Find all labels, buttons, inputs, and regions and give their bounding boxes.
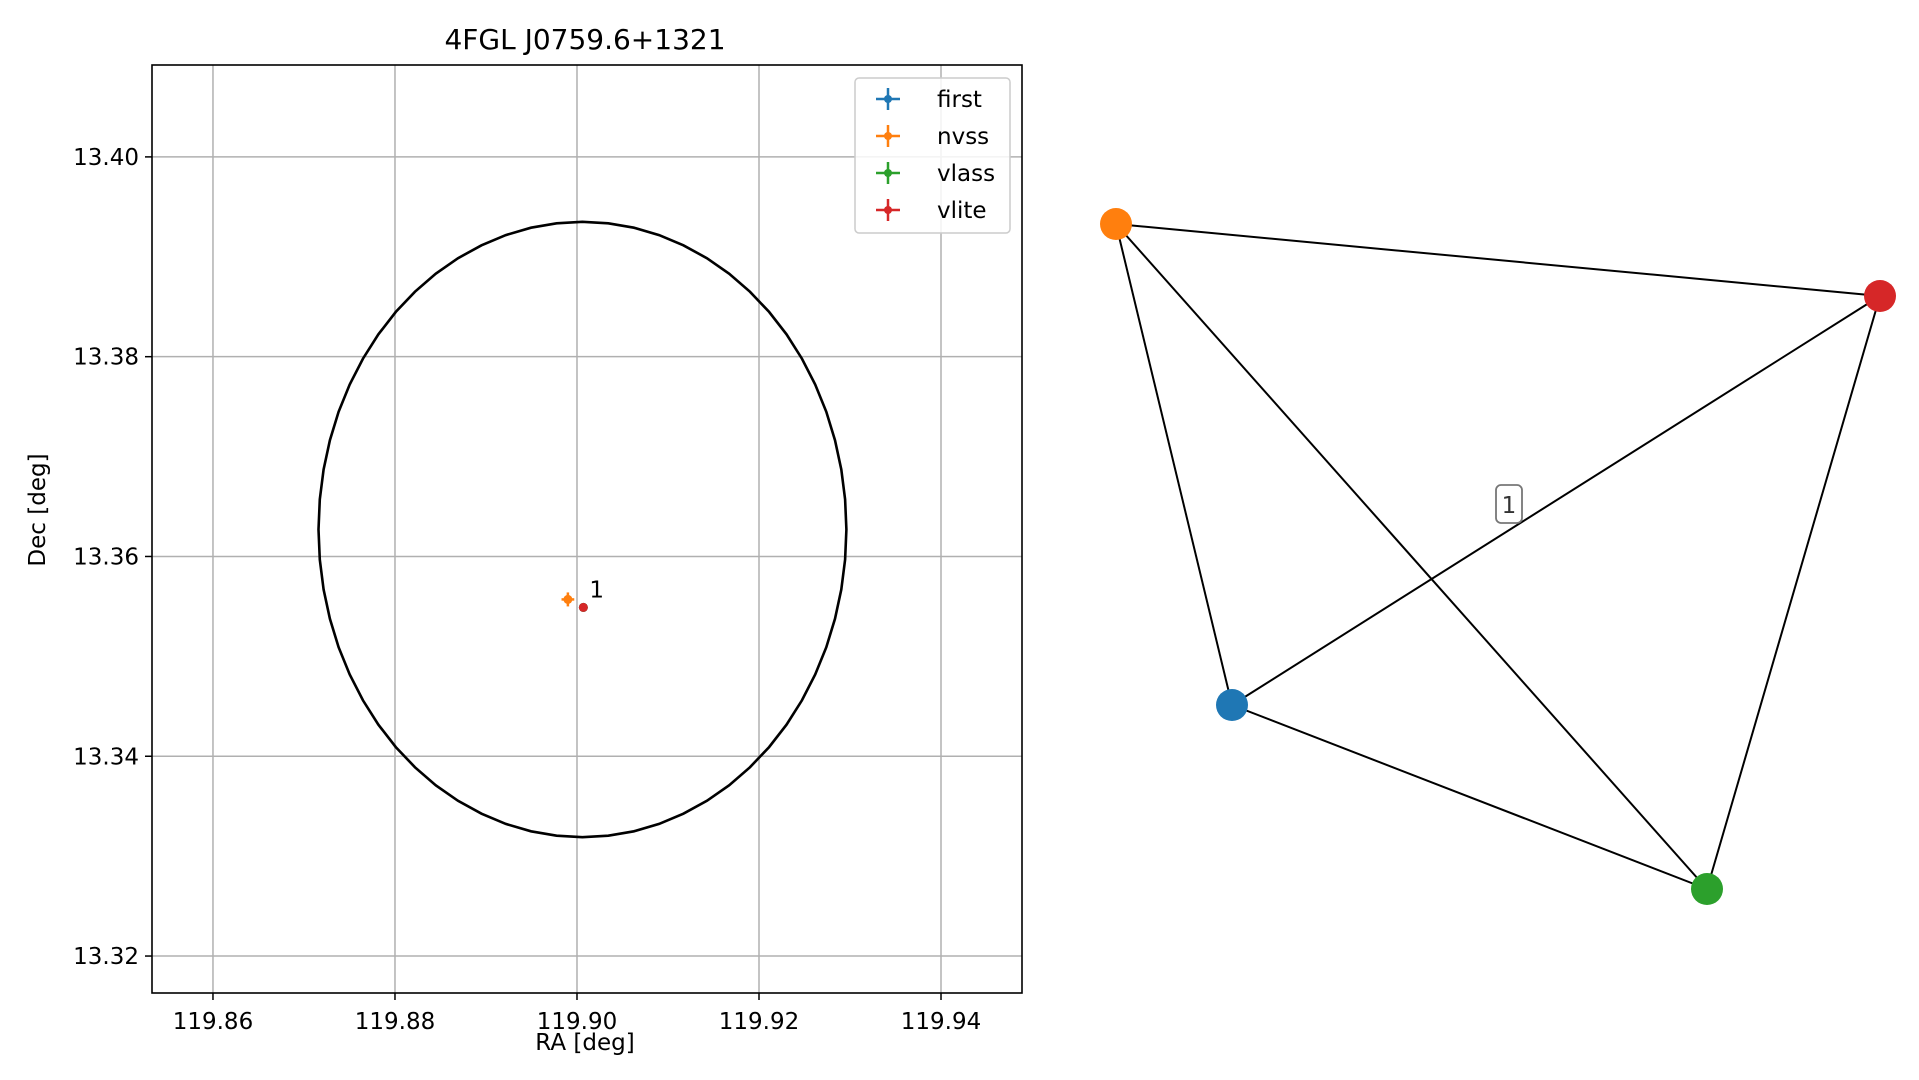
legend-marker-vlite — [884, 206, 892, 214]
nvss-point — [563, 594, 573, 604]
y-tick-label: 13.36 — [73, 544, 139, 570]
legend-label-first: first — [937, 87, 982, 113]
sky-position-plot: 4FGL J0759.6+1321 1 119.86 119.88 119.90 11… — [25, 23, 1023, 1056]
node-first — [1216, 689, 1248, 721]
x-tick-label: 119.86 — [173, 1009, 253, 1035]
legend-marker-vlass — [884, 169, 892, 177]
legend-label-vlass: vlass — [937, 161, 995, 187]
chart-title: 4FGL J0759.6+1321 — [444, 23, 725, 56]
network-graph: 1 — [1100, 208, 1896, 905]
edge-first-vlass — [1231, 704, 1708, 890]
edges — [1115, 223, 1881, 890]
legend-marker-nvss — [884, 132, 892, 140]
nodes — [1100, 208, 1896, 905]
uncertainty-ellipse — [317, 220, 848, 839]
y-axis-label: Dec [deg] — [25, 453, 51, 566]
edge-label-box — [1495, 484, 1523, 524]
axes: 119.86 119.88 119.90 119.92 119.94 13.32 13.34… — [73, 64, 1023, 1035]
edge-label: 1 — [1495, 484, 1523, 524]
edge-first-vlite — [1231, 295, 1881, 706]
x-axis-label: RA [deg] — [535, 1030, 634, 1056]
points-layer: 1 — [561, 577, 604, 612]
edge-label-text: 1 — [1502, 493, 1517, 519]
plot-frame — [151, 64, 1023, 994]
node-vlass — [1691, 873, 1723, 905]
node-nvss — [1100, 208, 1132, 240]
y-tick-label: 13.32 — [73, 944, 139, 970]
legend-label-vlite: vlite — [937, 198, 987, 224]
vlite-point — [578, 602, 588, 612]
x-tick-label: 119.92 — [719, 1009, 799, 1035]
legend: first nvss vlass vlite — [854, 77, 1011, 234]
node-vlite — [1864, 280, 1896, 312]
point-annotation: 1 — [589, 577, 604, 603]
legend-label-nvss: nvss — [937, 124, 989, 150]
ellipse-layer — [317, 220, 848, 839]
x-tick-label: 119.94 — [901, 1009, 981, 1035]
edge-vlite-vlass — [1706, 295, 1881, 890]
y-tick-label: 13.40 — [73, 145, 139, 171]
y-tick-label: 13.34 — [73, 744, 139, 770]
edge-nvss-vlass — [1115, 223, 1708, 890]
edge-nvss-vlite — [1115, 223, 1881, 297]
legend-marker-first — [884, 95, 892, 103]
x-tick-label: 119.88 — [355, 1009, 435, 1035]
x-tick-label: 119.90 — [537, 1009, 617, 1035]
y-tick-label: 13.38 — [73, 345, 139, 371]
legend-box — [854, 77, 1011, 234]
edge-nvss-first — [1115, 223, 1233, 706]
